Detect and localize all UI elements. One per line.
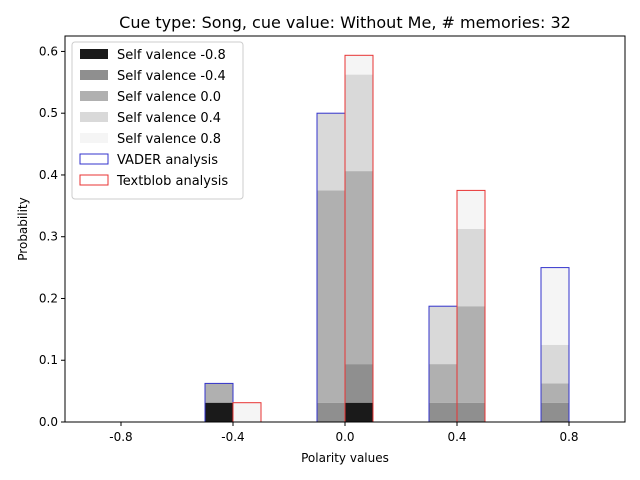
bar-segment-0-2-2 — [317, 190, 345, 403]
legend-swatch-0 — [80, 49, 108, 59]
y-tick-label-1: 0.1 — [39, 353, 58, 367]
legend-swatch-3 — [80, 112, 108, 122]
bar-segment-0-3-1 — [429, 402, 457, 422]
bar-segment-0-2-3 — [317, 113, 345, 191]
legend-swatch-6 — [79, 174, 109, 186]
legend-label-5: VADER analysis — [117, 153, 218, 168]
bar-segment-1-3-2 — [457, 306, 485, 403]
bar-segment-1-3-4 — [457, 190, 485, 229]
bar-segment-1-2-0 — [345, 402, 373, 422]
legend-label-6: Textblob analysis — [116, 174, 228, 189]
y-axis: 0.0 0.1 0.2 0.3 0.4 0.5 0.6 — [39, 44, 65, 429]
y-tick-label-2: 0.2 — [39, 291, 58, 305]
legend: Self valence -0.8 Self valence -0.4 Self v… — [71, 41, 244, 200]
x-axis-label: Polarity values — [301, 451, 389, 465]
legend-swatch-1 — [80, 70, 108, 80]
legend-label-3: Self valence 0.4 — [117, 111, 221, 126]
bar-segment-1-2-3 — [345, 74, 373, 172]
x-tick-label-0: -0.8 — [109, 430, 132, 444]
bar-segment-1-3-3 — [457, 229, 485, 307]
bar-segment-1-2-2 — [345, 171, 373, 365]
legend-swatch-5 — [79, 153, 109, 165]
y-axis-label: Probability — [16, 197, 30, 260]
bar-segment-0-3-3 — [429, 306, 457, 365]
x-axis: -0.8 -0.4 0.0 0.4 0.8 — [109, 422, 579, 444]
bar-segment-0-2-1 — [317, 402, 345, 422]
y-tick-label-3: 0.3 — [39, 230, 58, 244]
x-tick-label-3: 0.4 — [447, 430, 466, 444]
legend-label-4: Self valence 0.8 — [117, 132, 221, 147]
legend-label-0: Self valence -0.8 — [117, 48, 226, 63]
x-tick-label-2: 0.0 — [335, 430, 354, 444]
legend-frame — [71, 41, 244, 200]
bar-segment-1-2-4 — [345, 55, 373, 75]
bar-segment-0-4-1 — [541, 402, 569, 422]
x-tick-label-4: 0.8 — [559, 430, 578, 444]
bar-segment-1-1-4 — [233, 402, 261, 422]
chart-title: Cue type: Song, cue value: Without Me, #… — [119, 13, 571, 32]
bar-segment-0-4-4 — [541, 267, 569, 345]
y-tick-label-5: 0.5 — [39, 106, 58, 120]
bar-segment-0-4-3 — [541, 344, 569, 384]
y-tick-label-4: 0.4 — [39, 168, 58, 182]
legend-label-1: Self valence -0.4 — [117, 69, 226, 84]
bar-segment-1-3-1 — [457, 402, 485, 422]
bar-segment-0-1-2 — [205, 383, 233, 403]
y-tick-label-6: 0.6 — [39, 44, 58, 58]
bar-segment-1-2-1 — [345, 364, 373, 403]
bars-layer — [93, 54, 597, 423]
legend-swatch-4 — [80, 133, 108, 143]
x-tick-label-1: -0.4 — [221, 430, 244, 444]
legend-swatch-2 — [80, 91, 108, 101]
bar-segment-0-1-0 — [205, 402, 233, 422]
y-tick-label-0: 0.0 — [39, 415, 58, 429]
bar-segment-0-4-2 — [541, 383, 569, 403]
bar-segment-0-3-2 — [429, 364, 457, 403]
legend-label-2: Self valence 0.0 — [117, 90, 221, 105]
